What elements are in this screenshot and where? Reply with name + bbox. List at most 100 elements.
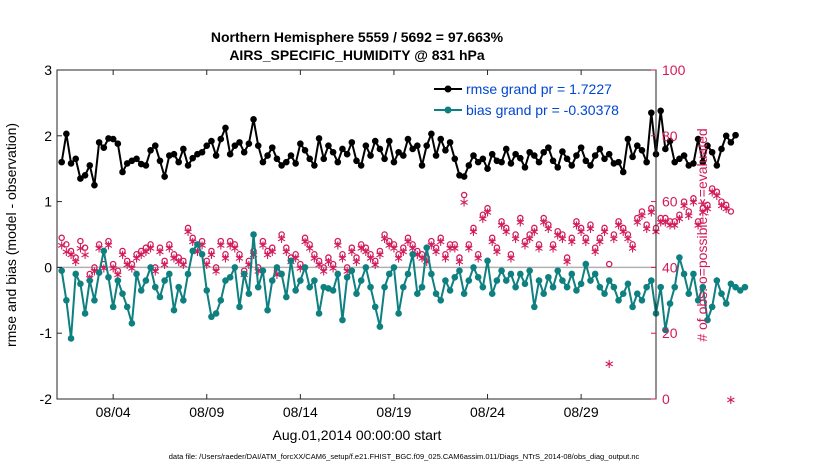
- obs-evaluated-point: ∗: [716, 198, 727, 213]
- x-tick-label: 08/24: [470, 404, 505, 420]
- obs-possible-point: [67, 247, 75, 255]
- rmse-point: [362, 142, 370, 149]
- obs-evaluated-point: ∗: [445, 241, 456, 256]
- rmse-point: [554, 164, 562, 171]
- obs-evaluated-point: ∗: [112, 267, 123, 282]
- rmse-point: [147, 146, 154, 154]
- bias-point: [287, 257, 295, 265]
- rmse-point: [619, 168, 627, 176]
- rmse-point: [311, 162, 318, 169]
- bias-point: [334, 270, 342, 278]
- bias-point: [601, 290, 608, 298]
- bias-point: [226, 273, 234, 281]
- obs-evaluated-point: ∗: [304, 241, 315, 256]
- obs-possible-point: [680, 198, 688, 205]
- bias-point: [502, 277, 510, 284]
- bias-point: [259, 267, 267, 274]
- bias-point: [685, 290, 693, 298]
- rmse-point: [418, 162, 426, 169]
- rmse-point: [381, 155, 388, 163]
- rmse-point: [297, 140, 304, 147]
- bias-point: [633, 290, 641, 298]
- obs-possible-point: [137, 247, 145, 255]
- obs-evaluated-point: ∗: [702, 201, 713, 216]
- bias-point: [619, 290, 627, 298]
- rmse-point: [432, 152, 440, 159]
- rmse-point: [577, 144, 585, 151]
- obs-possible-point: [315, 257, 323, 265]
- obs-possible-point: [577, 224, 585, 232]
- obs-possible-point: [629, 241, 636, 248]
- obs-evaluated-point: ∗: [94, 241, 105, 256]
- obs-evaluated-point: ∗: [454, 254, 465, 269]
- rmse-point: [371, 137, 379, 145]
- rmse-point: [399, 152, 407, 159]
- obs-evaluated-point: ∗: [56, 237, 67, 252]
- obs-evaluated-point: ∗: [229, 241, 240, 256]
- obs-possible-point: [325, 254, 332, 261]
- bias-point: [367, 283, 374, 291]
- bias-point: [311, 277, 318, 284]
- rmse-point: [404, 135, 412, 143]
- rmse-point: [212, 152, 220, 159]
- rmse-point: [446, 139, 454, 146]
- obs-evaluated-point: ∗: [412, 247, 423, 262]
- rmse-point: [236, 139, 243, 146]
- obs-evaluated-point: ∗: [342, 264, 353, 279]
- bias-point: [357, 277, 365, 284]
- obs-evaluated-point: ∗: [669, 218, 680, 233]
- obs-evaluated-point: ∗: [608, 231, 619, 246]
- rmse-point: [414, 142, 421, 149]
- rmse-point: [156, 157, 164, 165]
- bias-point: [526, 267, 533, 274]
- bias-point: [77, 280, 84, 288]
- obs-possible-point: [86, 270, 94, 278]
- obs-evaluated-point: ∗: [248, 247, 259, 262]
- rmse-point: [283, 158, 290, 166]
- rmse-point: [727, 139, 735, 146]
- obs-evaluated-point: ∗: [388, 241, 399, 256]
- x-tick-label: 08/29: [564, 404, 599, 420]
- bias-point: [67, 335, 75, 342]
- obs-evaluated-point: ∗: [538, 214, 549, 229]
- rmse-point: [573, 152, 580, 159]
- obs-evaluated-point: ∗: [398, 244, 409, 259]
- obs-evaluated-point: ∗: [534, 241, 545, 256]
- bias-point: [297, 277, 304, 284]
- obs-possible-point: [133, 250, 140, 258]
- obs-possible-point: [208, 247, 215, 255]
- obs-evaluated-point: ∗: [155, 244, 166, 259]
- rmse-point: [367, 152, 374, 159]
- obs-possible-point: [662, 214, 669, 222]
- obs-evaluated-point: ∗: [183, 224, 194, 239]
- obs-possible-point: [418, 250, 426, 258]
- rmse-point: [460, 173, 468, 180]
- rmse-point: [442, 146, 449, 154]
- bias-point: [474, 273, 482, 281]
- y-left-tick-label: 3: [44, 62, 52, 78]
- bias-point: [105, 273, 112, 281]
- bias-point: [371, 303, 379, 311]
- rmse-point: [170, 150, 178, 158]
- bias-point: [348, 267, 356, 274]
- rmse-point: [95, 139, 103, 146]
- rmse-point: [512, 150, 519, 158]
- obs-possible-point: [119, 247, 126, 255]
- rmse-point: [428, 130, 435, 138]
- rmse-point: [559, 148, 566, 155]
- rmse-point: [86, 162, 94, 169]
- obs-possible-point: [259, 237, 267, 245]
- obs-possible-point: [502, 224, 510, 232]
- obs-possible-point: [147, 241, 154, 248]
- obs-evaluated-point: ∗: [126, 260, 137, 275]
- obs-evaluated-point: ∗: [641, 221, 652, 236]
- rmse-point: [109, 135, 117, 143]
- obs-possible-point: [231, 241, 239, 248]
- obs-evaluated-point: ∗: [89, 264, 100, 279]
- obs-evaluated-point: ∗: [463, 241, 474, 256]
- obs-possible-point: [549, 241, 557, 248]
- obs-evaluated-point: ∗: [145, 241, 156, 256]
- obs-evaluated-point: ∗: [267, 244, 278, 259]
- rmse-point: [671, 158, 679, 166]
